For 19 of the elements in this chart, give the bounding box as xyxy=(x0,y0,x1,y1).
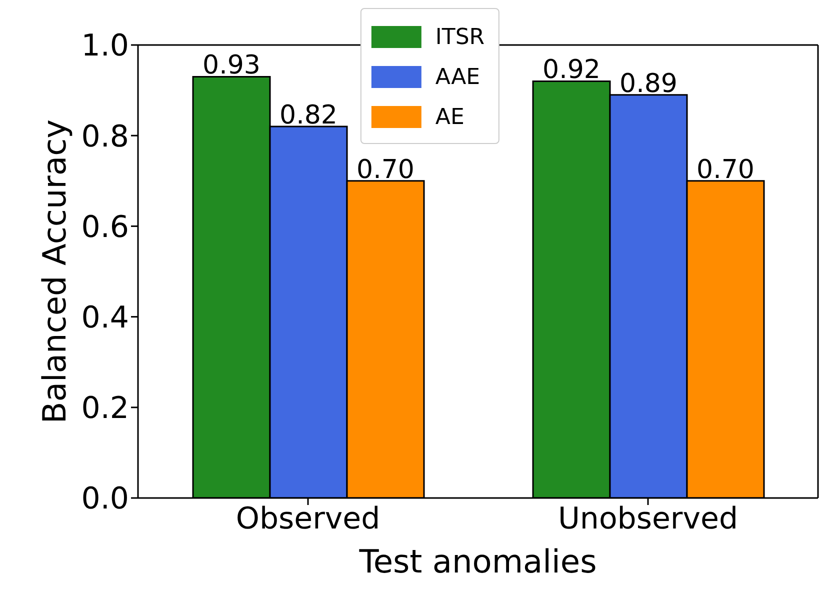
data-label: 0.89 xyxy=(620,68,678,99)
legend-label: AAE xyxy=(435,64,480,90)
y-tick-label: 0.8 xyxy=(81,119,129,154)
data-label: 0.70 xyxy=(696,154,754,185)
y-axis-title: Balanced Accuracy xyxy=(35,119,74,424)
x-tick-label: Observed xyxy=(236,501,380,536)
y-tick-label: 1.0 xyxy=(81,28,129,64)
y-tick-label: 0.2 xyxy=(81,391,129,426)
y-tick-label: 0.4 xyxy=(81,300,129,336)
data-label: 0.70 xyxy=(356,154,414,185)
legend-label: AE xyxy=(435,104,464,130)
x-axis-title: Test anomalies xyxy=(358,542,597,581)
y-tick-label: 0.6 xyxy=(81,210,129,245)
y-tick-label: 0.0 xyxy=(81,482,129,517)
data-label: 0.82 xyxy=(280,100,338,131)
legend-label: ITSR xyxy=(435,24,485,50)
data-label: 0.92 xyxy=(542,55,600,86)
x-tick-label: Unobserved xyxy=(558,501,738,536)
data-label: 0.93 xyxy=(202,50,260,81)
